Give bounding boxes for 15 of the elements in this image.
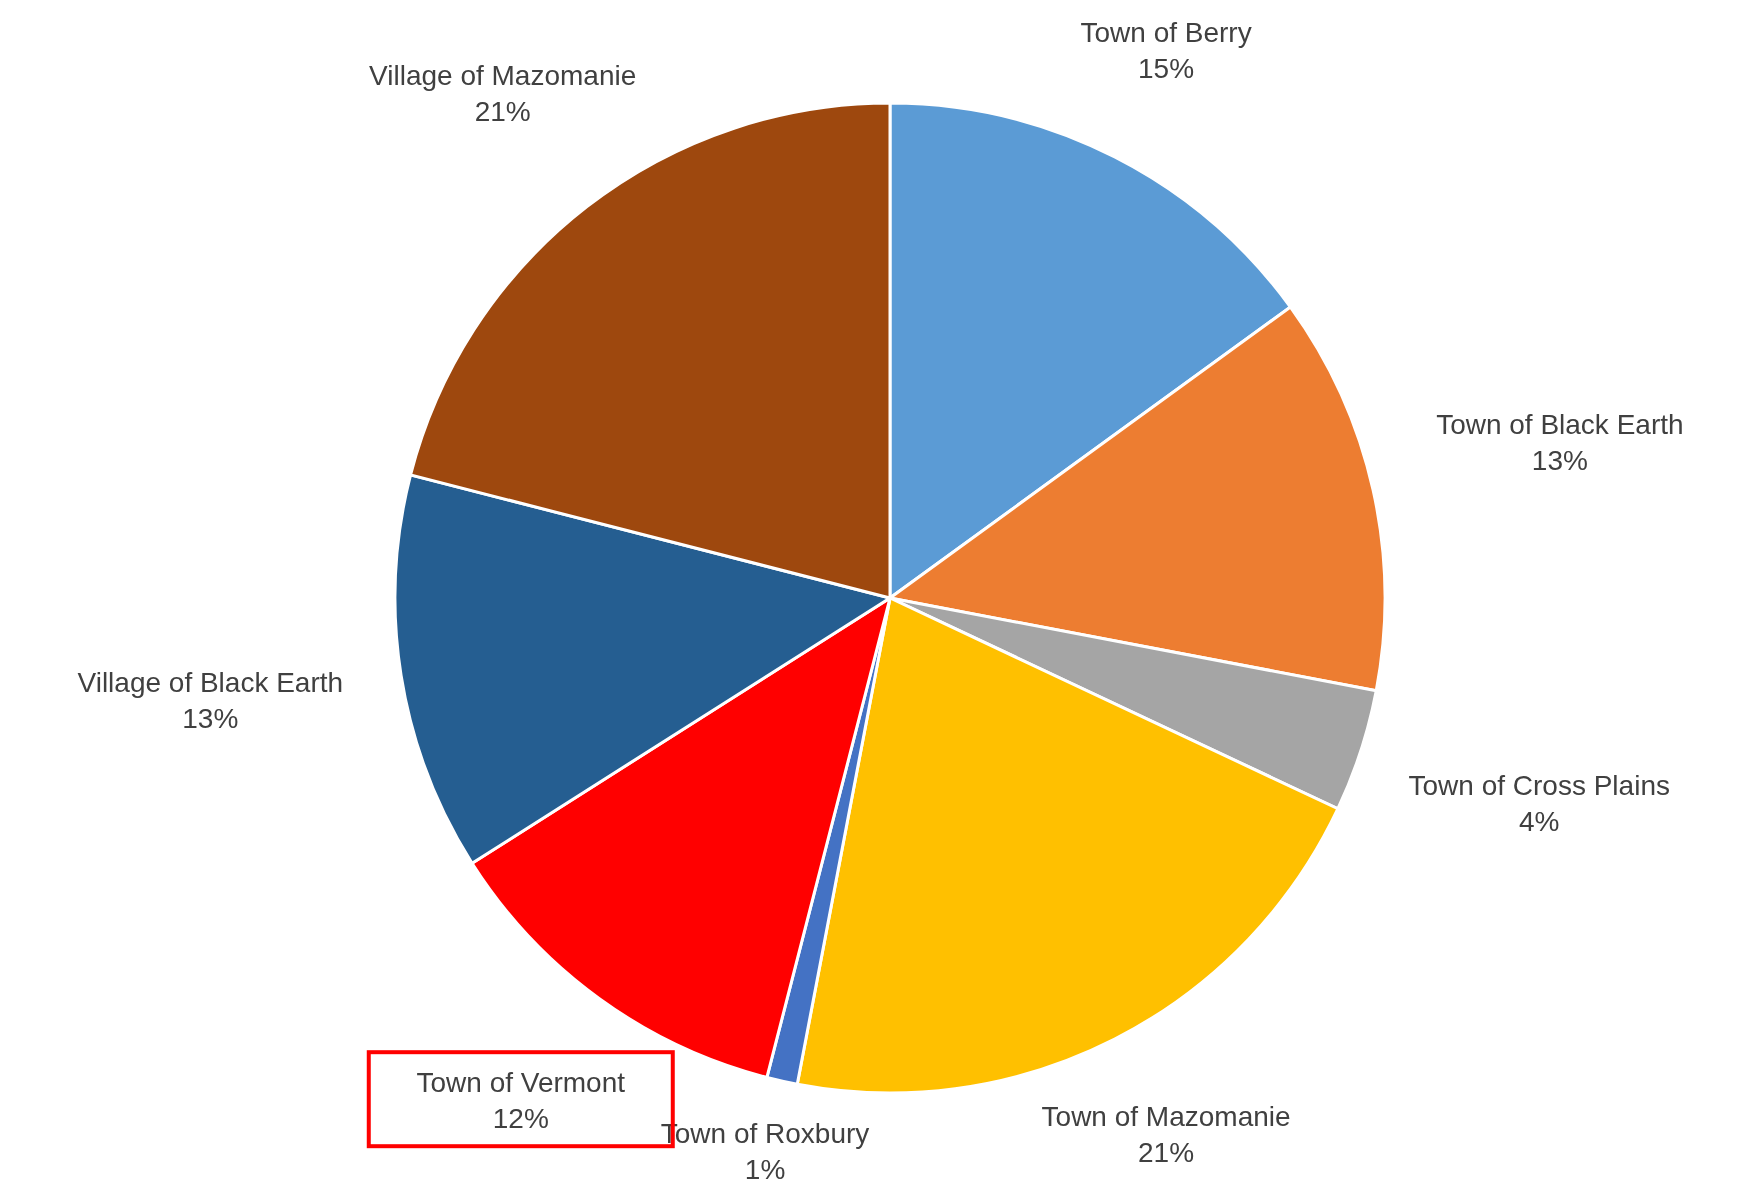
data-label: 15%: [1138, 53, 1195, 85]
slice-label: Town of Mazomanie: [1041, 1100, 1291, 1132]
slice-label: Village of Black Earth: [77, 666, 344, 698]
data-label: 13%: [1531, 445, 1588, 477]
data-label: 1%: [744, 1153, 786, 1185]
data-label: 13%: [182, 702, 239, 734]
slice-label: Town of Berry: [1080, 17, 1252, 49]
data-label: 21%: [1138, 1136, 1195, 1168]
slice-label: Village of Mazomanie: [369, 59, 637, 91]
data-label: 12%: [492, 1103, 549, 1135]
slice-label: Town of Cross Plains: [1408, 769, 1670, 801]
slice-label: Town of Vermont: [416, 1067, 626, 1099]
slice-label: Town of Black Earth: [1436, 409, 1684, 441]
data-label: 21%: [474, 95, 531, 127]
data-label: 4%: [1519, 805, 1560, 837]
